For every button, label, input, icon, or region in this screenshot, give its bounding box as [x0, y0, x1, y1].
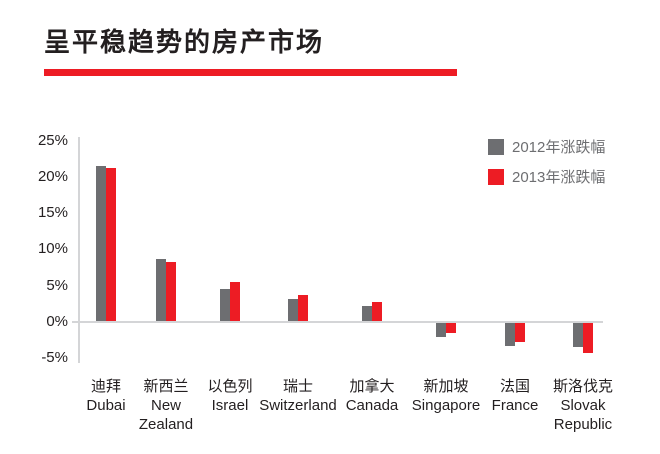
category-label: 新西兰 New Zealand: [121, 377, 211, 434]
category-label: 瑞士 Switzerland: [253, 377, 343, 415]
bar-2012-israel: [220, 288, 230, 322]
bar-2012-canada: [362, 306, 372, 322]
bar-2012-switzerland: [288, 299, 298, 322]
category-label-text: 新西兰 New Zealand: [138, 378, 194, 433]
bar-2013-dubai: [106, 168, 116, 322]
bar-2013-france: [515, 322, 525, 342]
page-title: 呈平稳趋势的房产市场: [44, 27, 325, 57]
category-label: 加拿大 Canada: [327, 377, 417, 415]
category-label-text: 法国 France: [491, 378, 539, 414]
category-label: 法国 France: [470, 377, 560, 415]
bar-2012-dubai: [96, 165, 106, 322]
category-label-text: 新加坡 Singapore: [411, 378, 481, 414]
y-tick-label: 15%: [37, 204, 68, 222]
legend-label: 2012年涨跌幅: [512, 139, 606, 156]
category-label-text: 瑞士 Switzerland: [259, 378, 337, 414]
plot-area: [79, 137, 603, 362]
bar-2012-new-zealand: [156, 258, 166, 322]
y-tick-label: -5%: [41, 349, 68, 367]
legend-label: 2013年涨跌幅: [512, 169, 606, 186]
y-tick-label: 20%: [37, 167, 68, 185]
x-axis-labels: 迪拜 Dubai 新西兰 New Zealand 以色列 Israel 瑞士 Swit…: [0, 377, 660, 447]
bar-2012-singapore: [436, 322, 446, 337]
category-label-text: 迪拜 Dubai: [86, 378, 126, 414]
bar-2013-new-zealand: [166, 262, 176, 322]
category-label: 新加坡 Singapore: [401, 377, 491, 415]
y-tick-label: 5%: [46, 276, 68, 294]
legend-swatch: [488, 168, 504, 185]
bar-2013-singapore: [446, 322, 456, 333]
category-label-text: 加拿大 Canada: [345, 378, 399, 414]
bar-2013-slovak-republic: [583, 322, 593, 354]
legend: 2012年涨跌幅 2013年涨跌幅: [488, 136, 605, 196]
y-axis-line: [78, 137, 80, 363]
y-tick-label: 0%: [46, 313, 68, 330]
bar-2012-slovak-republic: [573, 322, 583, 347]
zero-axis-line: [72, 321, 603, 323]
title-underline: [44, 69, 457, 76]
bar-2013-israel: [230, 282, 240, 322]
legend-item-2013: 2013年涨跌幅: [488, 166, 605, 187]
bar-2012-france: [505, 322, 515, 346]
category-label: 斯洛伐克 Slovak Republic: [538, 377, 628, 434]
category-label: 以色列 Israel: [185, 377, 275, 415]
category-label-text: 斯洛伐克 Slovak Republic: [552, 378, 613, 433]
category-label-text: 以色列 Israel: [207, 378, 253, 414]
y-tick-label: 25%: [37, 131, 68, 149]
legend-item-2012: 2012年涨跌幅: [488, 136, 605, 157]
bar-2013-switzerland: [298, 295, 308, 322]
legend-swatch: [488, 138, 504, 155]
y-tick-label: 10%: [37, 240, 68, 258]
category-label: 迪拜 Dubai: [61, 377, 151, 415]
bar-2013-canada: [372, 302, 382, 322]
